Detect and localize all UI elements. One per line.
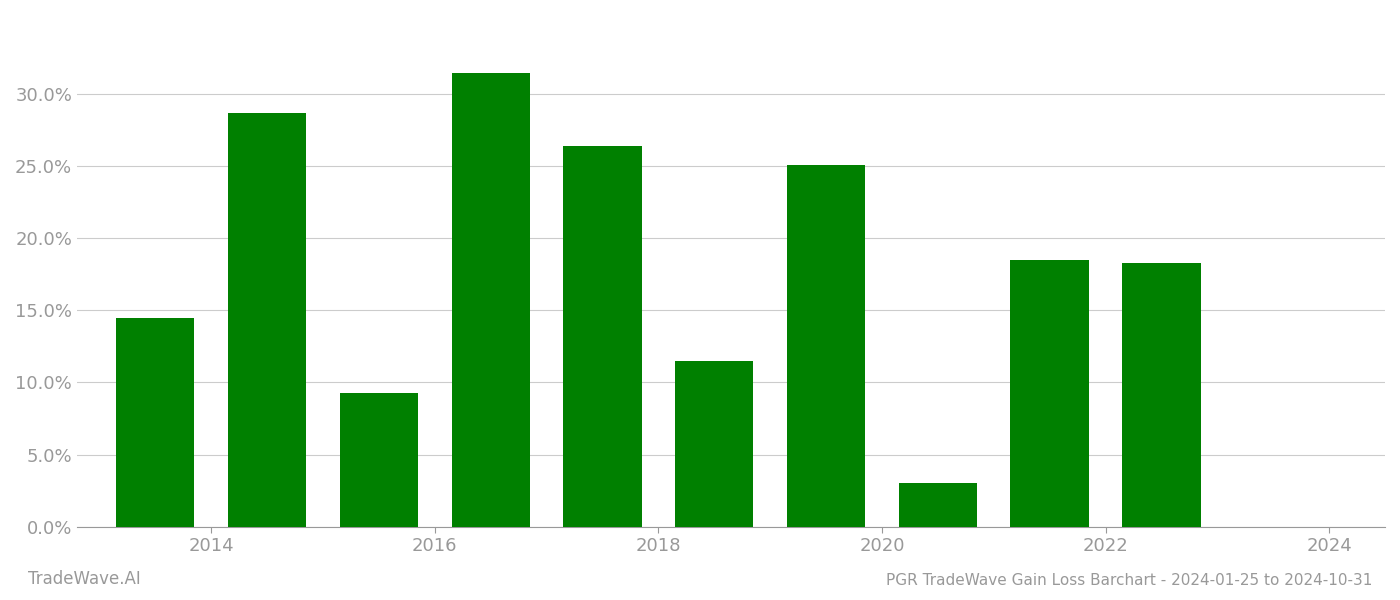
Bar xyxy=(899,484,977,527)
Bar xyxy=(1011,260,1089,527)
Bar xyxy=(228,113,307,527)
Bar xyxy=(675,361,753,527)
Text: PGR TradeWave Gain Loss Barchart - 2024-01-25 to 2024-10-31: PGR TradeWave Gain Loss Barchart - 2024-… xyxy=(886,573,1372,588)
Bar xyxy=(1123,263,1201,527)
Bar xyxy=(452,73,529,527)
Bar xyxy=(563,146,641,527)
Bar xyxy=(116,317,195,527)
Bar xyxy=(787,165,865,527)
Bar xyxy=(340,392,419,527)
Text: TradeWave.AI: TradeWave.AI xyxy=(28,570,141,588)
